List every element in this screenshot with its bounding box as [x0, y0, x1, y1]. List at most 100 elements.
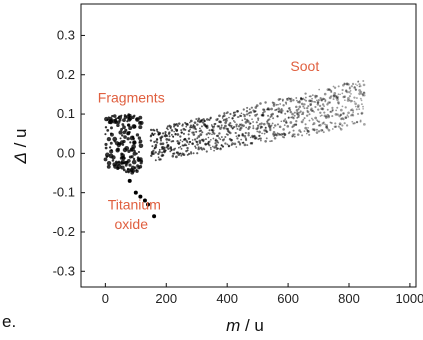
soot-point	[173, 130, 175, 133]
soot-point	[224, 135, 227, 139]
soot-point	[283, 133, 287, 136]
soot-point	[340, 117, 343, 121]
soot-point	[263, 108, 266, 111]
soot-point	[261, 132, 263, 135]
soot-point	[235, 123, 238, 126]
fragment-point	[106, 164, 111, 169]
soot-point	[292, 99, 295, 102]
soot-point	[315, 128, 318, 131]
soot-point	[297, 108, 300, 110]
soot-point	[318, 104, 322, 108]
soot-point	[164, 131, 167, 134]
fragment-point	[136, 164, 140, 168]
soot-point	[280, 120, 283, 123]
soot-point	[270, 107, 273, 111]
soot-point	[258, 130, 261, 134]
fragment-point	[133, 150, 136, 153]
fragment-point	[118, 130, 123, 135]
soot-point	[341, 105, 344, 108]
soot-point	[224, 124, 227, 128]
soot-point	[342, 95, 345, 99]
soot-point	[234, 121, 236, 124]
soot-point	[339, 93, 341, 96]
soot-point	[348, 86, 351, 89]
soot-point	[234, 111, 237, 114]
soot-point	[273, 124, 277, 127]
soot-point	[249, 111, 253, 114]
soot-point	[262, 122, 266, 126]
fragment-point	[104, 142, 108, 147]
fragment-point	[114, 141, 120, 146]
soot-point	[305, 99, 308, 102]
soot-point	[355, 121, 359, 124]
soot-point	[237, 134, 241, 137]
soot-point	[350, 85, 353, 88]
soot-point	[205, 126, 209, 129]
soot-point	[350, 92, 352, 95]
fragment-point	[131, 165, 135, 170]
plot-frame	[80, 3, 417, 288]
soot-point	[246, 120, 250, 123]
soot-point	[220, 124, 223, 127]
soot-point	[281, 98, 284, 101]
fragment-point	[116, 123, 120, 128]
soot-point	[327, 88, 331, 91]
soot-point	[310, 99, 314, 103]
fragment-point	[108, 118, 114, 123]
soot-point	[362, 83, 366, 87]
fragment-point	[124, 128, 128, 132]
soot-point	[305, 114, 309, 117]
x-ticks: 0 200 400 600 800 1000	[102, 283, 423, 306]
soot-point	[219, 138, 222, 141]
soot-point	[197, 147, 200, 151]
soot-point	[287, 107, 290, 110]
soot-point	[351, 100, 354, 102]
soot-point	[156, 138, 159, 141]
soot-point	[202, 121, 205, 124]
soot-point	[179, 152, 181, 155]
soot-point	[360, 111, 364, 115]
fragment-point	[131, 144, 136, 149]
soot-point	[208, 140, 211, 143]
soot-point	[201, 131, 204, 134]
soot-point	[296, 99, 298, 102]
soot-point	[170, 129, 174, 132]
soot-point	[357, 80, 360, 82]
soot-point	[165, 141, 168, 144]
soot-point	[186, 149, 189, 152]
soot-point	[269, 140, 272, 143]
soot-point	[319, 96, 322, 100]
y-axis-title: Δ / u	[11, 128, 30, 164]
soot-point	[314, 116, 318, 120]
soot-point	[287, 116, 290, 119]
y-ticks: 0.3 0.2 0.1 0.0 -0.1 -0.2 -0.3	[53, 27, 85, 278]
soot-point	[344, 106, 347, 109]
soot-point	[195, 118, 198, 121]
soot-point	[256, 124, 260, 127]
soot-point	[166, 125, 169, 128]
soot-point	[302, 113, 304, 116]
soot-point	[270, 139, 273, 142]
soot-point	[241, 119, 244, 122]
soot-point	[337, 125, 340, 128]
soot-point	[330, 90, 333, 94]
soot-point	[218, 137, 220, 139]
soot-point	[275, 133, 278, 136]
soot-point	[218, 132, 221, 135]
soot-point	[182, 153, 186, 157]
fragment-point	[138, 141, 141, 144]
soot-point	[196, 143, 199, 146]
soot-point	[283, 136, 286, 139]
soot-point	[275, 134, 278, 137]
soot-point	[355, 120, 359, 124]
soot-point	[303, 98, 306, 101]
soot-point	[235, 146, 238, 148]
soot-point	[352, 122, 355, 125]
soot-point	[256, 113, 259, 116]
soot-point	[273, 126, 275, 129]
soot-point	[313, 128, 316, 131]
soot-point	[293, 135, 296, 138]
soot-point	[353, 86, 357, 89]
soot-point	[362, 122, 366, 126]
